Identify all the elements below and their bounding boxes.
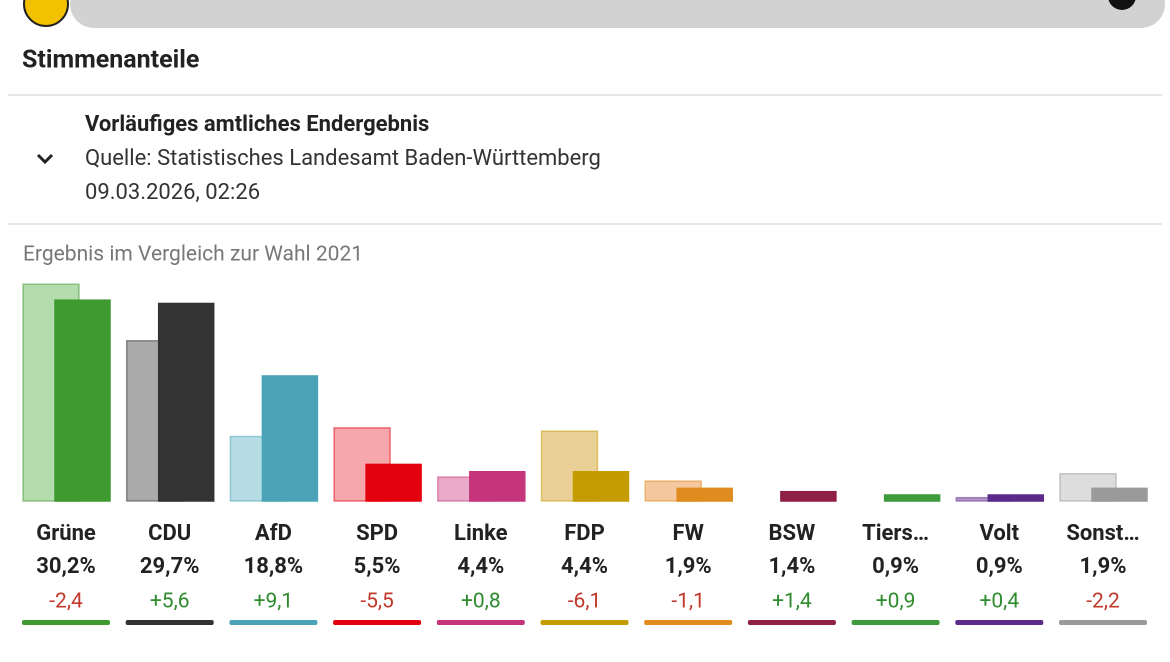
percent-label: 5,5% [354, 554, 401, 579]
percent-label: 1,9% [665, 554, 712, 579]
top-bar [70, 0, 1165, 28]
party-underline [333, 620, 422, 625]
bar-current [1091, 487, 1148, 502]
party-underline [125, 620, 214, 625]
change-label: +0,9 [876, 590, 916, 614]
bar-current [883, 494, 941, 502]
percent-label: 4,4% [457, 554, 504, 579]
status-title: Vorläufiges amtliches Endergebnis [85, 112, 429, 137]
party-label: FDP [564, 521, 605, 546]
percent-label: 0,9% [976, 554, 1023, 579]
percent-label: 1,9% [1080, 554, 1127, 579]
party-underline [22, 620, 110, 625]
party-underline [540, 620, 629, 625]
state-emblem [23, 0, 69, 27]
percent-label: 4,4% [561, 554, 608, 579]
change-label: -2,4 [49, 590, 83, 614]
change-label: -5,5 [360, 590, 394, 614]
change-label: -2,2 [1086, 590, 1120, 614]
menu-button[interactable] [1108, 0, 1136, 10]
party-label: Volt [980, 521, 1020, 546]
change-label: -1,1 [671, 590, 705, 614]
expand-chevron[interactable] [36, 153, 54, 165]
bar-current [987, 494, 1045, 502]
bar-current [157, 302, 215, 502]
bar-current [365, 463, 422, 502]
change-label: +0,4 [979, 590, 1019, 614]
section-title: Stimmenanteile [22, 46, 199, 75]
party-underline [229, 620, 318, 625]
percent-label: 18,8% [244, 554, 304, 579]
party-underline [747, 620, 836, 625]
party-underline [1059, 620, 1147, 625]
party-label: CDU [148, 521, 191, 546]
percent-label: 1,4% [768, 554, 815, 579]
party-label: Tiers… [862, 521, 929, 546]
party-label: FW [673, 521, 704, 546]
percent-label: 29,7% [140, 554, 200, 579]
party-label: SPD [356, 521, 398, 546]
party-label: AfD [255, 521, 292, 546]
chart-title: Ergebnis im Vergleich zur Wahl 2021 [23, 243, 363, 267]
bar-current [780, 490, 837, 502]
change-label: +1,4 [772, 590, 812, 614]
percent-label: 0,9% [872, 554, 919, 579]
party-label: Grüne [36, 521, 96, 546]
bar-current [572, 470, 630, 502]
change-label: +5,6 [150, 590, 190, 614]
party-label: BSW [768, 521, 815, 546]
party-underline [851, 620, 940, 625]
bar-current [676, 487, 733, 502]
change-label: +0,8 [461, 590, 501, 614]
party-underline [955, 620, 1044, 625]
change-label: +9,1 [254, 590, 294, 614]
party-label: Linke [454, 521, 508, 546]
bar-current [54, 299, 111, 502]
party-underline [436, 620, 525, 625]
party-underline [644, 620, 733, 625]
change-label: -6,1 [568, 590, 602, 614]
bar-current [469, 470, 526, 502]
bar-current [261, 375, 319, 502]
party-label: Sonst… [1066, 521, 1139, 546]
percent-label: 30,2% [36, 554, 96, 579]
status-source: Quelle: Statistisches Landesamt Baden-Wü… [85, 146, 601, 171]
status-timestamp: 09.03.2026, 02:26 [85, 180, 260, 205]
